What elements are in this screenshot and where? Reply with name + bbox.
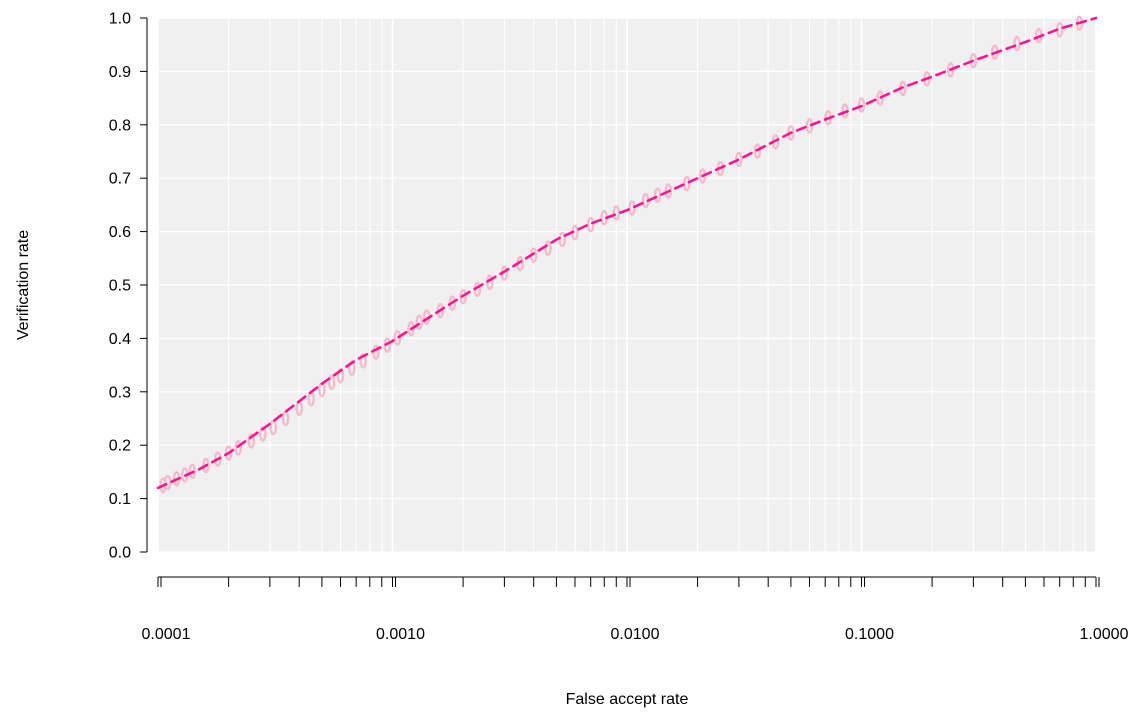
band-ellipse bbox=[234, 440, 243, 456]
y-tick-label: 0.1 bbox=[109, 491, 131, 508]
y-tick-label: 0.5 bbox=[109, 278, 131, 295]
series-layer bbox=[156, 16, 1098, 490]
y-tick-label: 0.7 bbox=[109, 171, 131, 188]
band-ellipse bbox=[415, 314, 424, 331]
band-ellipse bbox=[653, 187, 662, 203]
band-ellipse bbox=[202, 457, 210, 474]
x-tick-label: 0.0001 bbox=[142, 626, 191, 643]
y-axis-title: Verification rate bbox=[15, 230, 32, 340]
band-ellipse bbox=[876, 90, 884, 106]
band-ellipse bbox=[683, 175, 691, 192]
x-tick-label: 0.0010 bbox=[376, 626, 425, 643]
band-ellipse bbox=[393, 330, 402, 346]
y-tick-label: 0.3 bbox=[109, 384, 131, 401]
y-tick-label: 1.0 bbox=[109, 11, 131, 28]
series-line bbox=[156, 16, 1098, 490]
grid-lines-major bbox=[157, 17, 1097, 553]
band-ellipse bbox=[327, 374, 336, 390]
band-ellipse bbox=[558, 231, 567, 248]
x-tick-label: 0.0100 bbox=[611, 626, 660, 643]
y-tick-label: 0.0 bbox=[109, 545, 131, 562]
y-tick-label: 0.9 bbox=[109, 64, 131, 81]
band-ellipse bbox=[857, 97, 866, 113]
band-ellipse bbox=[612, 205, 621, 221]
y-axis: 0.0 0.1 0.2 0.3 0.4 0.5 0.6 0.7 0.8 0.9 1.0 bbox=[109, 11, 148, 562]
band-ellipse bbox=[359, 353, 368, 369]
y-tick-label: 0.2 bbox=[109, 438, 131, 455]
band-ellipse bbox=[247, 433, 256, 449]
band-ellipse bbox=[586, 216, 595, 233]
band-ellipse bbox=[544, 240, 552, 256]
x-tick-label: 0.1000 bbox=[845, 626, 894, 643]
x-axis-title: False accept rate bbox=[566, 691, 689, 708]
band-ellipse bbox=[163, 474, 172, 491]
y-tick-label: 0.4 bbox=[109, 331, 131, 348]
x-tick-label: 1.0000 bbox=[1080, 626, 1129, 643]
x-axis: 0.0001 0.0010 0.0100 0.1000 1.0000 bbox=[142, 576, 1129, 643]
band-ellipse bbox=[753, 143, 762, 159]
band-ellipse bbox=[188, 463, 197, 480]
y-tick-label: 0.6 bbox=[109, 224, 131, 241]
y-tick-label: 0.8 bbox=[109, 117, 131, 134]
